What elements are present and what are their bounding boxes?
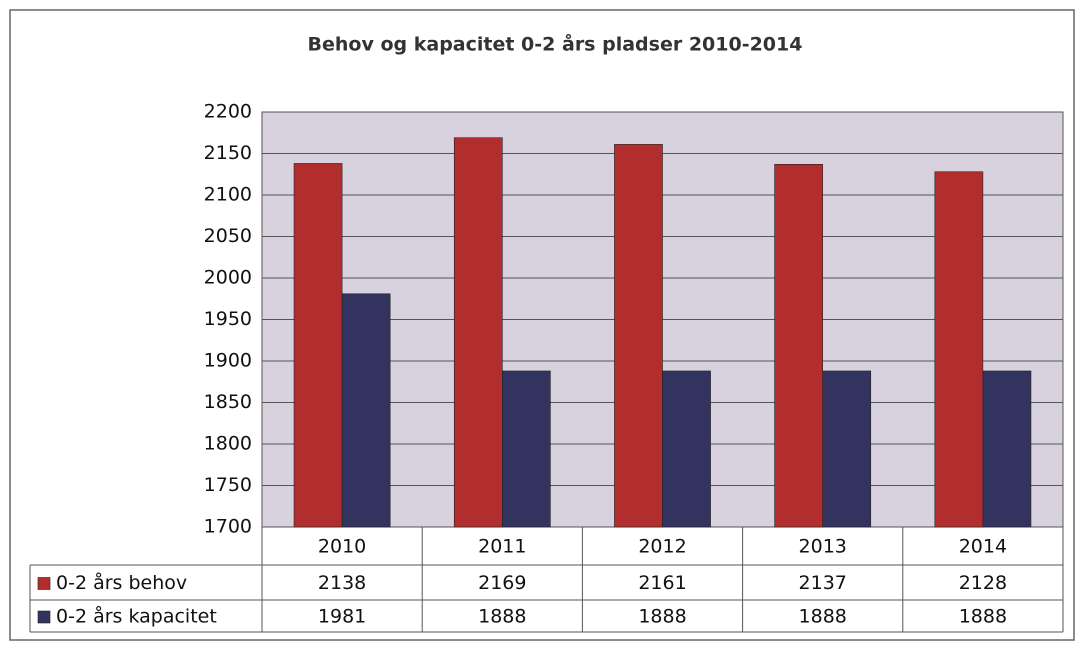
table-value: 2161 [638, 572, 686, 594]
table-value: 1888 [799, 606, 847, 628]
y-tick-label: 2000 [204, 267, 252, 289]
y-tick-label: 2050 [204, 225, 252, 247]
legend-label: 0-2 års kapacitet [56, 605, 217, 628]
bar [662, 370, 711, 528]
table-value: 2138 [318, 572, 366, 594]
y-tick-label: 1950 [204, 308, 252, 330]
table-value: 1981 [318, 606, 366, 628]
y-tick-label: 1850 [204, 391, 252, 413]
table-value: 1888 [638, 606, 686, 628]
y-tick-label: 1900 [204, 350, 252, 372]
x-tick-label: 2012 [638, 536, 686, 558]
y-tick-label: 2100 [204, 184, 252, 206]
bar [293, 163, 343, 528]
legend-label: 0-2 års behov [56, 571, 187, 594]
x-tick-label: 2014 [959, 536, 1007, 558]
y-tick-label: 1800 [204, 433, 252, 455]
table-value: 1888 [959, 606, 1007, 628]
bar [934, 171, 984, 528]
legend-swatch [37, 610, 51, 624]
bar [614, 144, 663, 528]
table-value: 1888 [478, 606, 526, 628]
bar [501, 370, 551, 528]
bar [453, 137, 503, 528]
bar [822, 370, 872, 528]
table-value: 2169 [478, 572, 526, 594]
x-tick-label: 2013 [799, 536, 847, 558]
y-tick-label: 1750 [204, 474, 252, 496]
x-tick-label: 2011 [478, 536, 526, 558]
bar [341, 293, 391, 528]
bar [982, 370, 1032, 528]
bar [774, 163, 824, 528]
y-tick-label: 1700 [204, 516, 252, 538]
y-tick-label: 2200 [204, 101, 252, 123]
chart-title: Behov og kapacitet 0-2 års pladser 2010-… [308, 32, 803, 56]
y-tick-label: 2150 [204, 142, 252, 164]
x-tick-label: 2010 [318, 536, 366, 558]
legend-swatch [37, 577, 51, 590]
table-value: 2128 [959, 572, 1007, 594]
table-value: 2137 [799, 572, 847, 594]
